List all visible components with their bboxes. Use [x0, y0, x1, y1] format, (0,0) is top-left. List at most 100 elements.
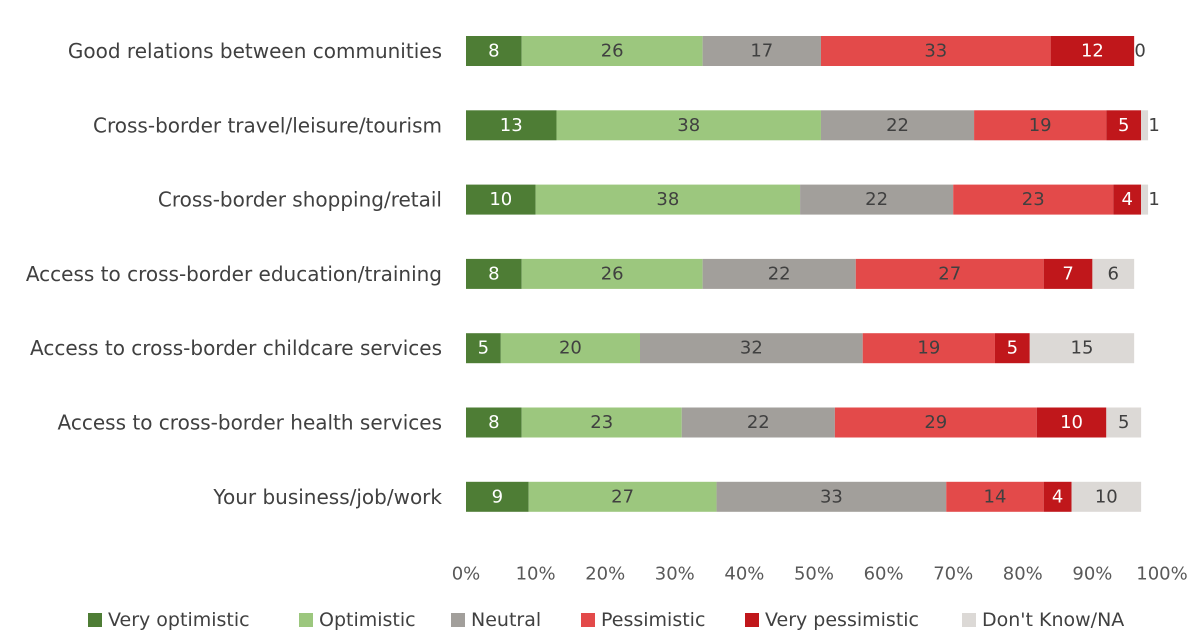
data-label: 17	[750, 41, 773, 62]
legend-label: Don't Know/NA	[982, 609, 1124, 631]
x-tick-label: 10%	[516, 564, 556, 585]
bar-segment	[716, 481, 947, 512]
data-label: 38	[656, 189, 679, 210]
legend-label: Pessimistic	[601, 609, 705, 631]
data-label: 33	[820, 486, 843, 507]
x-tick-label: 50%	[794, 564, 834, 585]
bar-segment	[466, 184, 536, 215]
category-label: Cross-border travel/leisure/tourism	[93, 113, 442, 137]
bar-segment	[946, 481, 1044, 512]
bar-segment	[681, 407, 835, 438]
bar-segment	[800, 184, 954, 215]
x-tick-label: 90%	[1072, 564, 1112, 585]
data-label: 0	[1134, 41, 1145, 62]
data-label: 7	[1062, 263, 1073, 284]
bar-segment	[1050, 36, 1135, 66]
x-tick-label: 80%	[1003, 564, 1043, 585]
bar-segment	[974, 110, 1107, 141]
data-label: 4	[1052, 486, 1063, 507]
bar-segment	[820, 110, 975, 141]
bar-segment	[820, 36, 1051, 66]
data-label: 33	[924, 41, 947, 62]
data-label: 5	[478, 338, 489, 359]
bar-segment	[528, 481, 717, 512]
data-label: 10	[489, 189, 512, 210]
data-label: 5	[1118, 115, 1129, 136]
bar-segment	[1106, 110, 1142, 141]
data-label: 8	[488, 412, 499, 433]
category-label: Access to cross-border health services	[58, 411, 442, 435]
bar-segment	[466, 36, 522, 66]
bar-segment	[521, 36, 703, 66]
category-label: Access to cross-border childcare service…	[30, 336, 442, 360]
data-label: 26	[601, 263, 624, 284]
bar-segment	[1106, 407, 1142, 438]
bar-segment	[466, 407, 522, 438]
bar-segment	[702, 258, 856, 289]
bar-segment	[1043, 258, 1093, 289]
legend-label: Neutral	[471, 609, 541, 631]
bar-segment	[500, 333, 640, 364]
bar-segment	[1029, 333, 1135, 364]
data-label: 22	[747, 412, 770, 433]
data-label: 20	[559, 338, 582, 359]
data-label: 27	[611, 486, 634, 507]
data-label: 8	[488, 263, 499, 284]
data-label: 14	[984, 486, 1007, 507]
data-label: 13	[500, 115, 523, 136]
bar-segment	[994, 333, 1030, 364]
legend-swatch	[451, 613, 465, 627]
data-label: 9	[492, 486, 503, 507]
x-tick-label: 40%	[724, 564, 764, 585]
bar-segment	[855, 258, 1044, 289]
x-tick-label: 70%	[933, 564, 973, 585]
category-label: Cross-border shopping/retail	[158, 188, 442, 212]
data-label: 23	[1022, 189, 1045, 210]
data-label: 27	[938, 263, 961, 284]
x-tick-label: 0%	[452, 564, 481, 585]
data-label: 5	[1118, 412, 1129, 433]
legend-label: Very optimistic	[108, 609, 250, 631]
data-label: 32	[740, 338, 763, 359]
bar-segment	[1092, 258, 1135, 289]
category-label: Your business/job/work	[212, 485, 442, 509]
bar-segment	[1036, 407, 1107, 438]
bar-segment	[535, 184, 801, 215]
data-label: 10	[1060, 412, 1083, 433]
data-label: 22	[865, 189, 888, 210]
data-label: 12	[1081, 41, 1104, 62]
bar-segment	[640, 333, 863, 364]
data-label: 23	[590, 412, 613, 433]
bar-segment	[834, 407, 1037, 438]
data-label: 19	[917, 338, 940, 359]
data-label: 22	[768, 263, 791, 284]
bar-segment	[1113, 184, 1142, 215]
x-tick-label: 20%	[585, 564, 625, 585]
data-label: 4	[1121, 189, 1132, 210]
bar-segment	[521, 407, 682, 438]
data-label: 29	[924, 412, 947, 433]
bar-segment	[1043, 481, 1072, 512]
legend-label: Optimistic	[319, 609, 416, 631]
data-label: 6	[1108, 263, 1119, 284]
bar-segment	[1141, 184, 1149, 215]
bar-segment	[521, 258, 703, 289]
bar-segment	[1071, 481, 1142, 512]
legend-label: Very pessimistic	[765, 609, 919, 631]
bar-segment	[862, 333, 995, 364]
legend-swatch	[581, 613, 595, 627]
legend-swatch	[88, 613, 102, 627]
bar-segment	[466, 258, 522, 289]
bar-segment	[466, 110, 557, 141]
data-label: 38	[677, 115, 700, 136]
x-tick-label: 100%	[1136, 564, 1187, 585]
data-label: 5	[1007, 338, 1018, 359]
x-tick-label: 60%	[864, 564, 904, 585]
category-label: Good relations between communities	[68, 39, 442, 63]
data-label: 15	[1071, 338, 1094, 359]
data-label: 26	[601, 41, 624, 62]
data-label: 1	[1148, 189, 1159, 210]
data-label: 19	[1029, 115, 1052, 136]
bar-segment	[466, 333, 501, 364]
